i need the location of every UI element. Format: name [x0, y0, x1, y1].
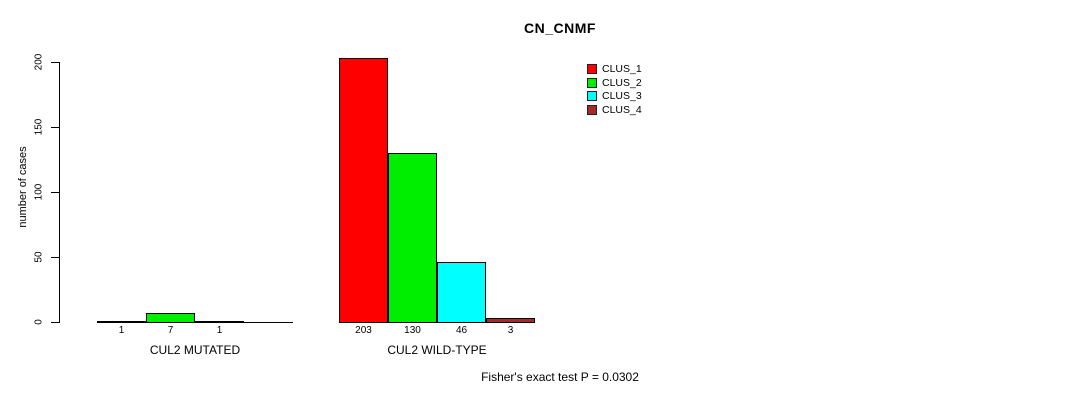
y-axis-line — [59, 62, 60, 323]
fisher-test-annotation: Fisher's exact test P = 0.0302 — [481, 370, 639, 384]
bar-clus_3-group2 — [437, 262, 486, 323]
legend-swatch-clus_3 — [587, 91, 597, 102]
y-tick-label: 0 — [33, 319, 45, 325]
y-axis-label: number of cases — [17, 146, 29, 228]
legend-swatch-clus_4 — [587, 104, 597, 115]
y-tick-label: 150 — [33, 118, 45, 136]
bar-clus_2-group2 — [388, 153, 437, 323]
bar-value-label: 1 — [118, 325, 125, 336]
bar-clus_1-group1 — [97, 321, 146, 323]
bar-value-label: 130 — [404, 325, 421, 336]
legend-label: CLUS_1 — [602, 63, 642, 76]
group-label-1: CUL2 MUTATED — [149, 343, 241, 357]
legend-label: CLUS_4 — [602, 103, 642, 116]
y-tick-mark — [51, 192, 59, 193]
y-tick-label: 100 — [33, 183, 45, 201]
chart-title: CN_CNMF — [524, 20, 596, 36]
bar-value-label: 203 — [355, 325, 372, 336]
bar-value-label: 46 — [455, 325, 468, 336]
bar-clus_3-group1 — [195, 321, 244, 323]
bar-value-label: 3 — [507, 325, 514, 336]
bar-clus_4-group1 — [244, 322, 293, 323]
y-tick-mark — [51, 322, 59, 323]
legend-label: CLUS_3 — [602, 90, 642, 103]
legend: CLUS_1 CLUS_2 CLUS_3 CLUS_4 — [587, 63, 642, 118]
legend-row: CLUS_3 — [587, 90, 642, 103]
group-label-2: CUL2 WILD-TYPE — [387, 343, 487, 357]
y-tick-label: 200 — [33, 53, 45, 71]
legend-swatch-clus_2 — [587, 77, 597, 88]
y-tick-mark — [51, 62, 59, 63]
bar-value-label: 1 — [216, 325, 223, 336]
y-tick-label: 50 — [33, 251, 45, 263]
y-tick-mark — [51, 127, 59, 128]
bar-clus_2-group1 — [146, 313, 195, 323]
legend-swatch-clus_1 — [587, 64, 597, 75]
legend-label: CLUS_2 — [602, 76, 642, 89]
y-tick-mark — [51, 257, 59, 258]
legend-row: CLUS_2 — [587, 76, 642, 89]
bar-value-label: 7 — [167, 325, 174, 336]
legend-row: CLUS_4 — [587, 103, 642, 116]
bar-clus_1-group2 — [339, 58, 388, 323]
legend-row: CLUS_1 — [587, 63, 642, 76]
bar-clus_4-group2 — [486, 318, 535, 323]
